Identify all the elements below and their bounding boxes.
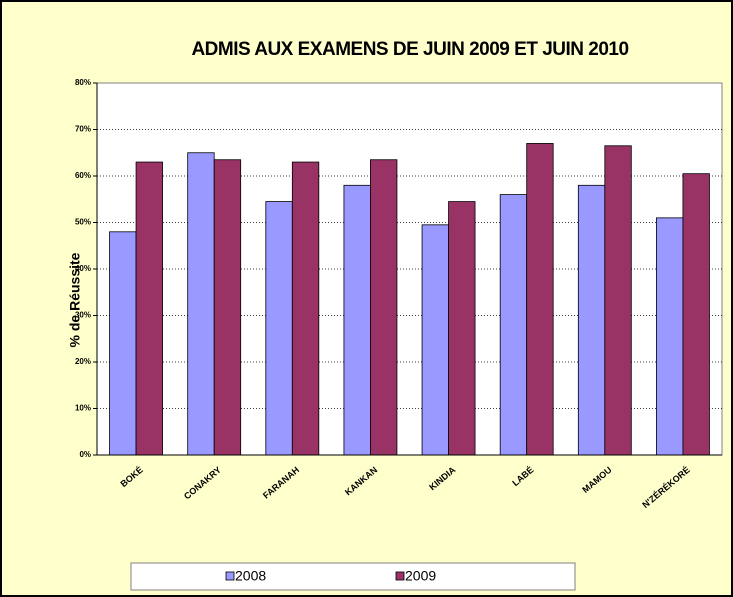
legend-label: 2008 [235, 568, 266, 584]
bar [135, 161, 163, 456]
y-tick-label: 80% [75, 78, 91, 87]
legend-swatch [225, 571, 235, 581]
y-tick-label: 70% [75, 125, 91, 134]
legend-swatch [395, 571, 405, 581]
bar [109, 231, 137, 456]
y-tick-label: 60% [75, 171, 91, 180]
bar [682, 173, 710, 456]
y-tick-label: 40% [75, 264, 91, 273]
bar [370, 159, 398, 456]
bar [499, 194, 528, 456]
y-tick-label: 0% [79, 450, 91, 459]
bar [265, 201, 293, 456]
bar [213, 159, 242, 456]
bar [577, 184, 606, 456]
legend-label: 2009 [405, 568, 436, 584]
chart-title: ADMIS AUX EXAMENS DE JUIN 2009 ET JUIN 2… [191, 39, 628, 60]
bar [526, 143, 554, 456]
y-tick-label: 50% [75, 218, 91, 227]
bar [343, 184, 371, 456]
y-tick-label: 20% [75, 357, 91, 366]
bar [604, 145, 632, 456]
legend [130, 562, 576, 591]
bar [656, 217, 684, 456]
y-axis-label: % de Réussite [67, 252, 83, 347]
y-tick-label: 10% [75, 404, 91, 413]
y-tick-label: 30% [75, 311, 91, 320]
bar [187, 152, 215, 456]
bar [421, 224, 449, 456]
bar [291, 161, 320, 456]
bar [448, 201, 476, 456]
